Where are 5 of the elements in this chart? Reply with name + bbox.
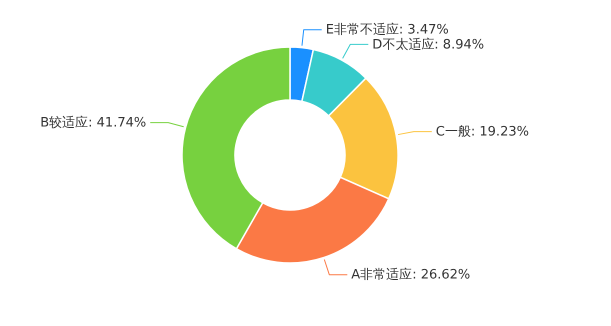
slice-label: D不太适应: 8.94% <box>372 36 484 52</box>
slice-label: A非常适应: 26.62% <box>351 266 470 283</box>
slice-label: B较适应: 41.74% <box>40 114 146 131</box>
slice-label: C一般: 19.23% <box>436 124 529 140</box>
slice-label: E非常不适应: 3.47% <box>326 22 449 38</box>
